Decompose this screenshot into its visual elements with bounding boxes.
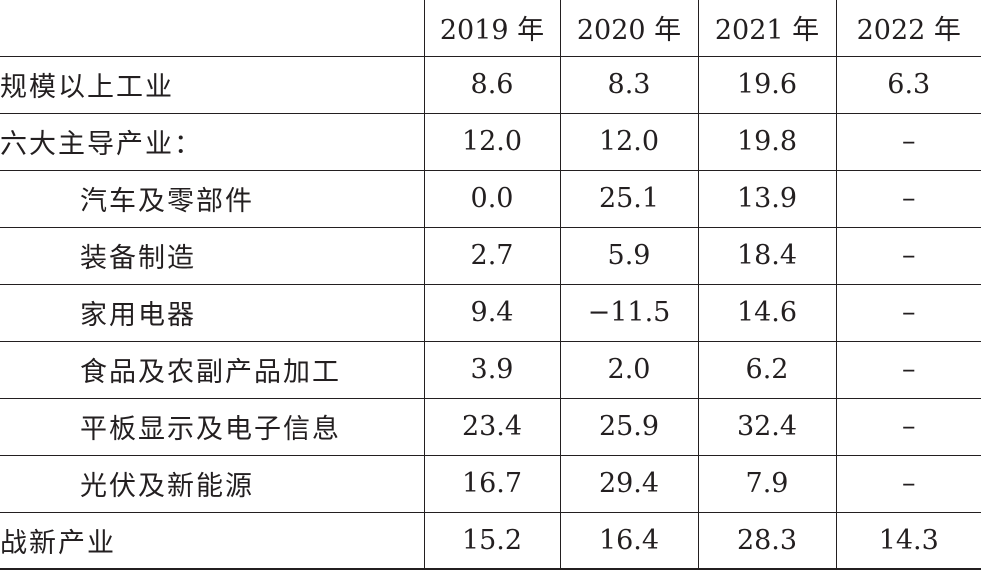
value-cell: – (835, 340, 981, 398)
value-cell: 18.4 (697, 226, 836, 284)
value-cell: 8.3 (559, 55, 698, 113)
row-label: 装备制造 (0, 226, 424, 284)
value-cell: 15.2 (423, 511, 560, 570)
value-cell: – (835, 169, 981, 227)
value-cell: 3.9 (423, 340, 560, 398)
table-row: 平板显示及电子信息 23.4 25.9 32.4 – (0, 397, 981, 455)
value-cell: 19.6 (697, 55, 836, 113)
value-cell: – (835, 283, 981, 341)
value-cell: 14.6 (697, 283, 836, 341)
value-cell: 16.7 (423, 454, 560, 512)
value-cell: 25.1 (559, 169, 698, 227)
value-cell: 6.3 (835, 55, 981, 113)
value-cell: 32.4 (697, 397, 836, 455)
value-cell: 5.9 (559, 226, 698, 284)
row-label: 六大主导产业： (0, 112, 424, 170)
value-cell: – (835, 397, 981, 455)
value-cell: – (835, 454, 981, 512)
row-label: 汽车及零部件 (0, 169, 424, 227)
table-row: 规模以上工业 8.6 8.3 19.6 6.3 (0, 55, 981, 113)
row-label: 家用电器 (0, 283, 424, 341)
table-row: 六大主导产业： 12.0 12.0 19.8 – (0, 112, 981, 170)
row-label: 食品及农副产品加工 (0, 340, 424, 398)
row-label: 平板显示及电子信息 (0, 397, 424, 455)
table-row: 光伏及新能源 16.7 29.4 7.9 – (0, 454, 981, 512)
value-cell: 13.9 (697, 169, 836, 227)
value-cell: 19.8 (697, 112, 836, 170)
row-label: 规模以上工业 (0, 55, 424, 113)
value-cell: 0.0 (423, 169, 560, 227)
value-cell: 28.3 (697, 511, 836, 570)
value-cell: 2.7 (423, 226, 560, 284)
value-cell: 23.4 (423, 397, 560, 455)
header-cell-2021: 2021 年 (697, 0, 836, 56)
value-cell: 9.4 (423, 283, 560, 341)
value-cell: – (835, 112, 981, 170)
value-cell: 25.9 (559, 397, 698, 455)
value-cell: 14.3 (835, 511, 981, 570)
header-cell-2022: 2022 年 (835, 0, 981, 56)
value-cell: 12.0 (559, 112, 698, 170)
row-label: 战新产业 (0, 511, 424, 570)
value-cell: 2.0 (559, 340, 698, 398)
table-row: 汽车及零部件 0.0 25.1 13.9 – (0, 169, 981, 227)
table-row: 战新产业 15.2 16.4 28.3 14.3 (0, 511, 981, 570)
header-cell-corner (0, 0, 424, 56)
value-cell: 8.6 (423, 55, 560, 113)
header-cell-2020: 2020 年 (559, 0, 698, 56)
value-cell: 16.4 (559, 511, 698, 570)
value-cell: 12.0 (423, 112, 560, 170)
table-row: 食品及农副产品加工 3.9 2.0 6.2 – (0, 340, 981, 398)
value-cell: 7.9 (697, 454, 836, 512)
table-row: 家用电器 9.4 −11.5 14.6 – (0, 283, 981, 341)
value-cell: 29.4 (559, 454, 698, 512)
value-cell: – (835, 226, 981, 284)
value-cell: 6.2 (697, 340, 836, 398)
value-cell: −11.5 (559, 283, 698, 341)
header-row: 2019 年 2020 年 2021 年 2022 年 (0, 0, 981, 56)
table-row: 装备制造 2.7 5.9 18.4 – (0, 226, 981, 284)
row-label: 光伏及新能源 (0, 454, 424, 512)
header-cell-2019: 2019 年 (423, 0, 560, 56)
